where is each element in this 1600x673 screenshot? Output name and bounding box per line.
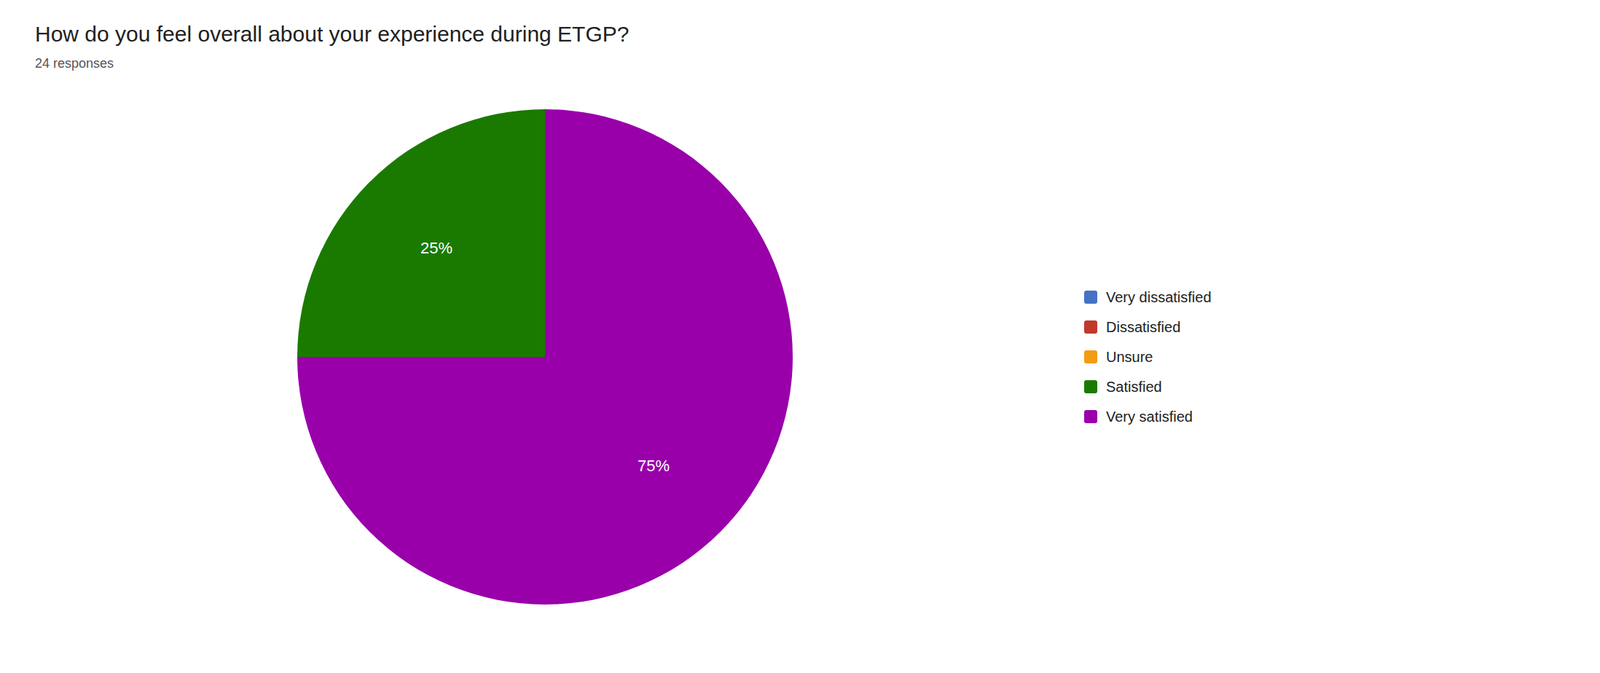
html-text:How do you feel overall about: How do you feel overall about your exper… [34,21,630,46]
html-text:24 responses: 24 responses [34,56,114,71]
svg-text:75%: 75% [637,456,670,476]
html-text:Unsure: Unsure [1106,348,1154,365]
html-text:Very satisfied: Very satisfied [1106,408,1193,425]
html-text:Satisfied: Satisfied [1106,378,1162,395]
html-text:Very dissatisfied: Very dissatisfied [1106,288,1212,305]
svg-text:25%: 25% [420,238,453,258]
html-text:Dissatisfied: Dissatisfied [1106,318,1181,335]
